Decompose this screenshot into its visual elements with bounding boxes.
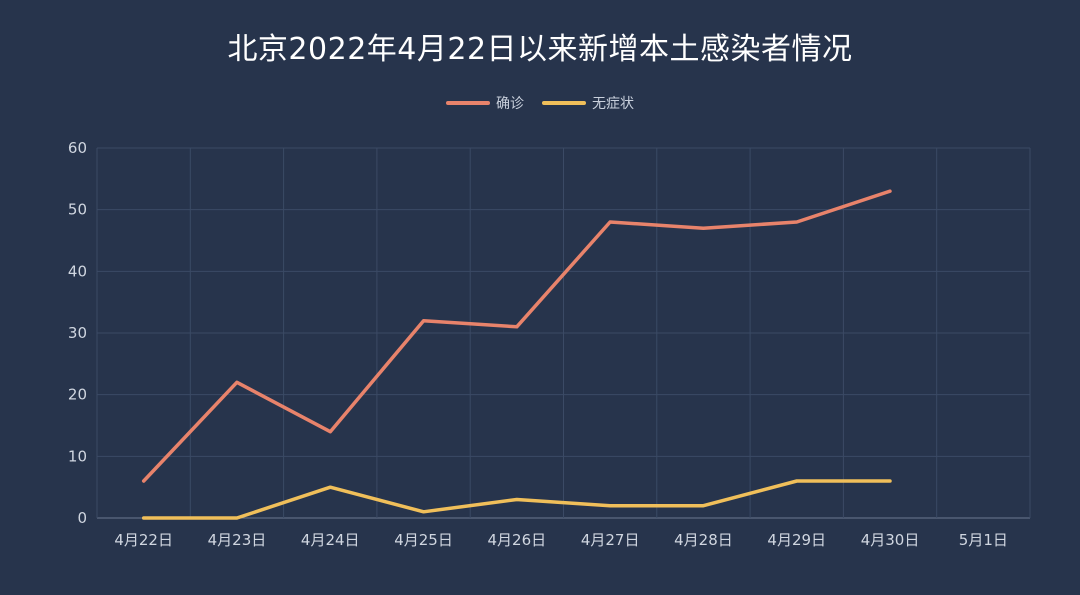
x-tick-label: 4月23日 <box>208 531 267 549</box>
y-tick-label: 40 <box>68 262 87 280</box>
x-tick-label: 4月27日 <box>581 531 640 549</box>
x-tick-label: 4月30日 <box>861 531 920 549</box>
y-tick-label: 30 <box>68 324 87 342</box>
legend: 确诊 无症状 <box>0 93 1080 113</box>
x-tick-label: 4月28日 <box>674 531 733 549</box>
y-tick-label: 50 <box>68 201 87 219</box>
legend-swatch-asymptomatic <box>542 101 586 105</box>
x-tick-label: 4月24日 <box>301 531 360 549</box>
legend-item-confirmed[interactable]: 确诊 <box>446 93 524 113</box>
legend-swatch-confirmed <box>446 101 490 105</box>
y-tick-label: 10 <box>68 447 87 465</box>
legend-label-asymptomatic: 无症状 <box>592 96 634 112</box>
chart-title: 北京2022年4月22日以来新增本土感染者情况 <box>227 32 853 67</box>
x-tick-label: 4月29日 <box>767 531 826 549</box>
legend-item-asymptomatic[interactable]: 无症状 <box>542 93 634 113</box>
series-line-confirmed <box>141 189 892 483</box>
x-tick-label: 4月26日 <box>488 531 547 549</box>
x-tick-label: 4月22日 <box>114 531 173 549</box>
x-tick-label: 4月25日 <box>394 531 453 549</box>
legend-label-confirmed: 确诊 <box>496 96 524 112</box>
y-tick-label: 0 <box>77 509 87 527</box>
x-tick-label: 5月1日 <box>959 531 1008 549</box>
y-tick-label: 60 <box>68 139 87 157</box>
y-tick-label: 20 <box>68 386 87 404</box>
series-line-asymptomatic <box>141 479 892 520</box>
